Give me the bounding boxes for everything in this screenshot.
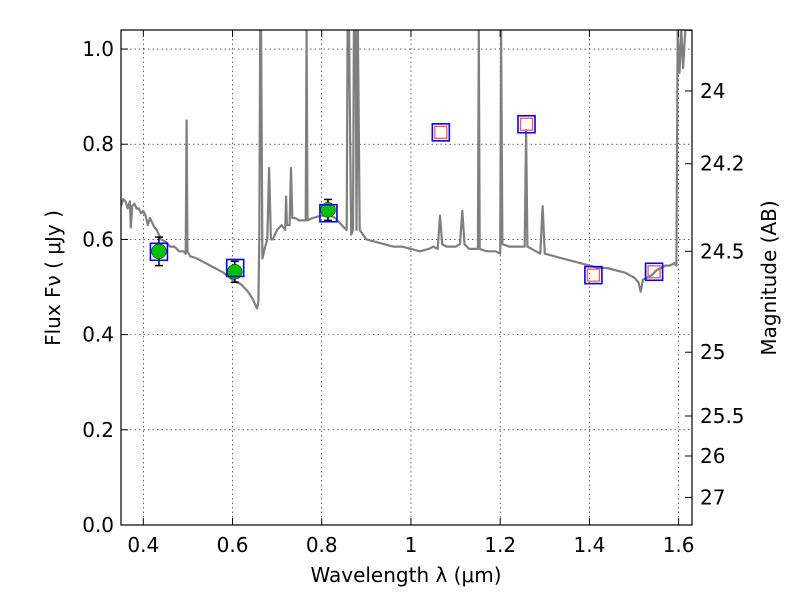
model-photometry-box bbox=[149, 242, 169, 262]
y2-tick-label: 27 bbox=[700, 485, 725, 509]
y2-tick-label: 25 bbox=[700, 340, 725, 364]
y-axis-label: Flux Fν ( μJy ) bbox=[41, 210, 65, 346]
y-tick-label: 1.0 bbox=[82, 37, 114, 61]
model-photometry-box bbox=[431, 123, 451, 142]
plot-frame bbox=[120, 29, 693, 526]
upper-limit-box bbox=[519, 117, 534, 131]
y-tick-label: 0.0 bbox=[82, 513, 114, 537]
model-photometry-box bbox=[319, 203, 338, 223]
model-photometry-box bbox=[225, 258, 245, 278]
x-tick-label: 0.8 bbox=[306, 533, 338, 557]
y2-tick-label: 24 bbox=[700, 79, 725, 103]
upper-limit-box bbox=[647, 265, 661, 279]
model-spectrum-line bbox=[121, 30, 692, 310]
x-tick-label: 1.2 bbox=[484, 533, 516, 557]
plot-background bbox=[121, 30, 692, 525]
y-tick-label: 0.8 bbox=[82, 132, 114, 156]
y2-tick-label: 24.2 bbox=[700, 152, 745, 176]
model-photometry-box bbox=[644, 262, 664, 282]
x-tick-label: 1 bbox=[405, 533, 418, 557]
y-tick-label: 0.6 bbox=[82, 227, 114, 251]
y-tick-label: 0.2 bbox=[82, 418, 114, 442]
y-tick-label: 0.4 bbox=[82, 323, 114, 347]
upper-limit-box bbox=[586, 268, 601, 282]
model-photometry-box bbox=[517, 114, 536, 134]
y2-tick-label: 25.5 bbox=[700, 404, 745, 428]
marker-layer bbox=[149, 114, 664, 285]
observed-point bbox=[151, 243, 167, 260]
model-photometry-box bbox=[584, 265, 603, 285]
x-axis-label: Wavelength λ (μm) bbox=[310, 563, 501, 587]
ticks: 0.4 0.6 0.8 1 1.2 1.4 1.6 0.0 0.2 0.4 0.6 0.8 1.0 24 2… bbox=[82, 30, 745, 557]
y2-tick-label: 24.5 bbox=[700, 239, 745, 263]
data-layer bbox=[121, 30, 692, 310]
x-tick-label: 0.6 bbox=[217, 533, 249, 557]
y2-tick-label: 26 bbox=[700, 444, 725, 468]
x-tick-label: 1.4 bbox=[573, 533, 605, 557]
y2-axis-label: Magnitude (AB) bbox=[757, 200, 781, 355]
upper-limit-box bbox=[434, 125, 448, 139]
x-tick-label: 1.6 bbox=[663, 533, 695, 557]
x-tick-label: 0.4 bbox=[127, 533, 159, 557]
